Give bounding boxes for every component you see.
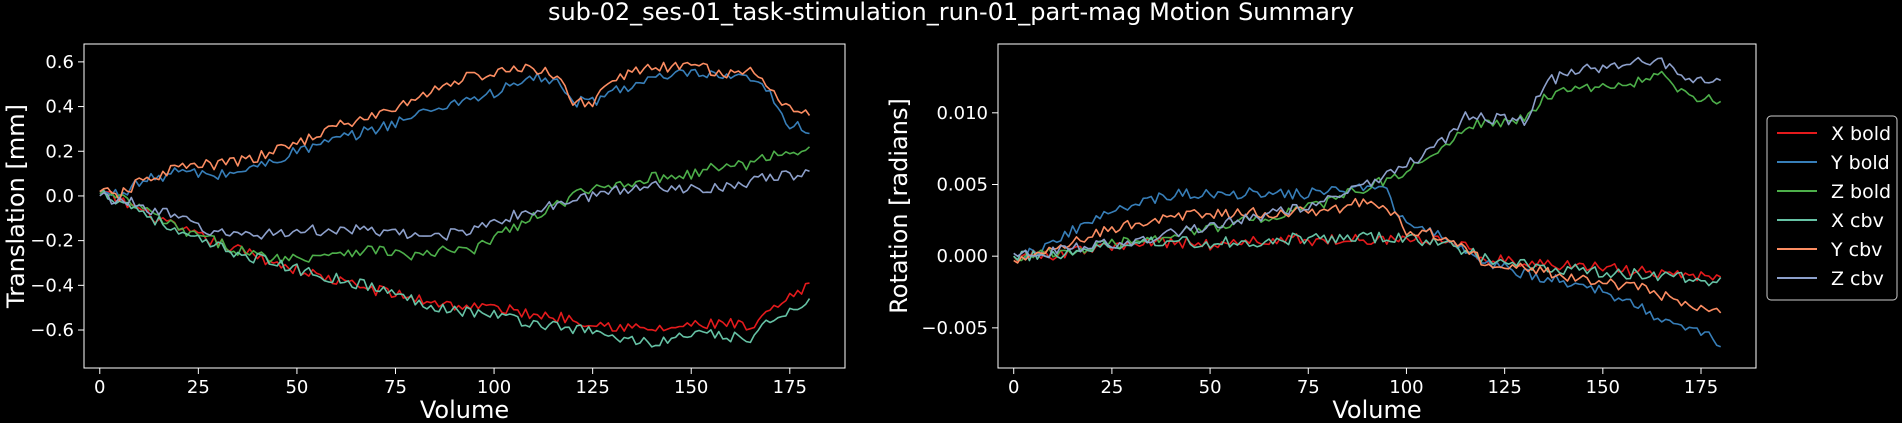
translation-series-y-cbv [99, 61, 811, 202]
legend: X bold Y bold Z bold X cbv Y cbv Z cbv [1766, 115, 1898, 301]
translation-y-tick-label: −0.4 [30, 275, 74, 296]
translation-y-tick-label: −0.2 [30, 231, 74, 252]
rotation-x-tick-label: 75 [1297, 377, 1320, 398]
translation-chart: 0 25 50 75 100 125 150 175 −0.6 −0.4 −0.2 0.0 0.2 0.4… [2, 43, 846, 423]
rotation-x-tick-label: 100 [1389, 377, 1423, 398]
legend-label-x-cbv: X cbv [1831, 210, 1884, 232]
translation-series-z-bold [99, 146, 811, 264]
legend-label-y-bold: Y bold [1830, 152, 1890, 174]
rotation-x-tick-label: 175 [1684, 377, 1718, 398]
translation-x-tick-label: 0 [94, 377, 105, 398]
translation-y-tick-label: 0.6 [45, 52, 74, 73]
translation-y-tick-label: −0.6 [30, 320, 74, 341]
rotation-y-tick-label: 0.005 [936, 174, 988, 195]
rotation-series-x-cbv [1013, 231, 1722, 287]
rotation-x-tick-label: 150 [1586, 377, 1620, 398]
translation-series-z-cbv [99, 169, 810, 241]
translation-y-tick-label: 0.2 [45, 141, 74, 162]
rotation-x-tick-label: 0 [1008, 377, 1019, 398]
rotation-y-axis-label: Rotation [radians] [885, 98, 913, 314]
translation-y-axis-label: Translation [mm] [2, 104, 30, 309]
rotation-series-z-cbv [1013, 56, 1722, 259]
translation-x-tick-label: 175 [773, 377, 807, 398]
rotation-x-tick-label: 50 [1199, 377, 1222, 398]
rotation-chart: 0 25 50 75 100 125 150 175 −0.005 0.000 0.005 0.010… [885, 43, 1757, 423]
translation-series-x-bold [99, 190, 810, 332]
rotation-y-tick-label: −0.005 [921, 318, 988, 339]
translation-series-x-cbv [99, 189, 811, 348]
translation-x-tick-label: 25 [187, 377, 210, 398]
translation-axes-frame [83, 43, 846, 369]
rotation-y-tick-label: 0.000 [936, 246, 988, 267]
rotation-series-y-cbv [1013, 197, 1722, 314]
figure-title: sub-02_ses-01_task-stimulation_run-01_pa… [547, 0, 1355, 26]
translation-y-tick-label: 0.4 [45, 97, 74, 118]
translation-y-tick-label: 0.0 [45, 186, 74, 207]
rotation-x-axis-label: Volume [1332, 396, 1421, 423]
rotation-series-z-bold [1013, 70, 1722, 262]
rotation-axes-frame [997, 43, 1757, 369]
legend-label-z-bold: Z bold [1831, 181, 1891, 203]
legend-label-y-cbv: Y cbv [1830, 239, 1882, 261]
legend-label-x-bold: X bold [1831, 123, 1891, 145]
rotation-y-tick-label: 0.010 [936, 103, 988, 124]
translation-x-tick-label: 75 [384, 377, 407, 398]
translation-x-axis-label: Volume [420, 396, 509, 423]
rotation-series-y-bold [1013, 183, 1721, 348]
translation-x-tick-label: 125 [575, 377, 609, 398]
translation-x-tick-label: 100 [477, 377, 511, 398]
translation-x-tick-label: 150 [674, 377, 708, 398]
rotation-x-tick-label: 125 [1487, 377, 1521, 398]
rotation-x-tick-label: 25 [1100, 377, 1123, 398]
translation-series-y-bold [99, 68, 810, 199]
translation-x-tick-label: 50 [285, 377, 308, 398]
legend-label-z-cbv: Z cbv [1831, 268, 1884, 290]
